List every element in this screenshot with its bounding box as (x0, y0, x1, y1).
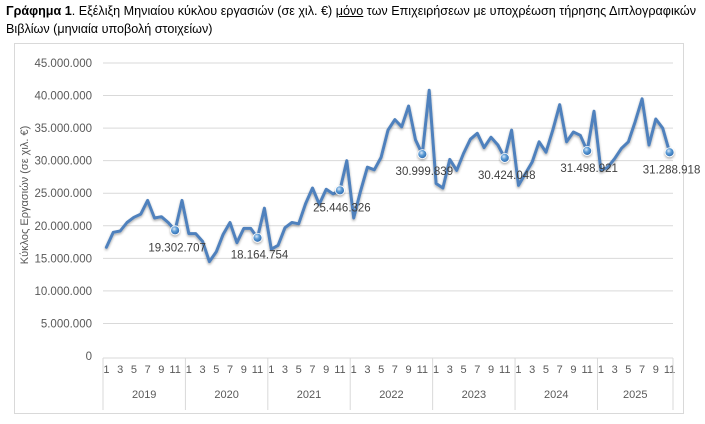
highlight-marker (582, 146, 593, 156)
month-tick-label: 9 (406, 364, 412, 376)
month-tick-label: 3 (200, 364, 206, 376)
y-tick-label: 15.000.000 (34, 253, 92, 265)
month-tick-label: 7 (392, 364, 398, 376)
series-line (104, 88, 672, 264)
month-tick-label: 11 (252, 364, 263, 376)
data-label: 30.999.839 (396, 166, 454, 178)
month-tick-label: 9 (241, 364, 247, 376)
highlight-marker (170, 225, 181, 236)
data-label: 31.288.918 (643, 164, 701, 176)
month-tick-label: 11 (169, 364, 180, 376)
y-tick-label: 40.000.000 (34, 91, 92, 103)
data-label: 31.498.921 (560, 163, 618, 175)
month-tick-label: 11 (664, 364, 675, 376)
month-tick-label: 5 (131, 364, 137, 376)
month-tick-label: 7 (639, 364, 645, 376)
caption-emphasis: μόνο (335, 4, 364, 18)
y-tick-label: 10.000.000 (34, 286, 92, 298)
highlight-marker (335, 185, 345, 196)
month-tick-label: 3 (447, 364, 453, 376)
month-tick-label: 3 (117, 364, 123, 376)
month-tick-label: 5 (296, 364, 302, 376)
month-tick-label: 9 (158, 364, 164, 376)
y-tick-label: 45.000.000 (34, 58, 92, 70)
month-tick-label: 11 (499, 364, 510, 376)
data-label: 18.164.754 (231, 250, 289, 262)
month-tick-label: 1 (186, 364, 192, 376)
month-tick-label: 3 (612, 364, 618, 376)
month-tick-label: 5 (543, 364, 549, 376)
year-label: 2020 (214, 389, 238, 401)
y-tick-label: 20.000.000 (34, 221, 92, 233)
highlight-marker (664, 147, 675, 158)
month-tick-label: 5 (625, 364, 631, 376)
month-tick-label: 11 (581, 364, 592, 376)
data-label: 25.446.326 (313, 202, 371, 214)
month-tick-label: 1 (103, 364, 109, 376)
month-tick-label: 9 (488, 364, 494, 376)
data-label: 19.302.707 (148, 242, 206, 254)
y-tick-label: 25.000.000 (34, 188, 92, 200)
month-tick-label: 1 (351, 364, 357, 376)
month-tick-label: 9 (570, 364, 576, 376)
year-label: 2024 (544, 389, 568, 401)
chart-frame (14, 43, 684, 414)
month-tick-label: 3 (282, 364, 288, 376)
y-tick-label: 5.000.000 (41, 318, 92, 330)
caption-text-1: . Εξέλιξη Μηνιαίου κύκλου εργασιών (σε χ… (71, 4, 336, 18)
month-tick-label: 11 (334, 364, 345, 376)
highlight-marker (252, 232, 263, 243)
month-tick-label: 1 (268, 364, 274, 376)
month-tick-label: 7 (474, 364, 480, 376)
month-tick-label: 5 (460, 364, 466, 376)
y-tick-label: 0 (86, 351, 92, 363)
data-label: 30.424.048 (478, 170, 536, 182)
month-tick-label: 3 (364, 364, 370, 376)
month-tick-label: 7 (557, 364, 563, 376)
month-tick-label: 5 (213, 364, 219, 376)
year-label: 2019 (132, 389, 156, 401)
caption-text-2: των Επιχειρήσεων με υποχρέωση τήρησης Δι… (6, 4, 697, 36)
y-axis-label: Κύκλος Εργασιών (σε χιλ. €) (19, 126, 31, 265)
highlight-marker (499, 153, 510, 163)
month-tick-label: 1 (598, 364, 604, 376)
month-tick-label: 9 (653, 364, 659, 376)
month-tick-label: 7 (227, 364, 233, 376)
chart-caption: Γράφημα 1. Εξέλιξη Μηνιαίου κύκλου εργασ… (6, 2, 701, 38)
month-tick-label: 9 (323, 364, 329, 376)
caption-figure-number: Γράφημα 1 (6, 4, 72, 18)
month-tick-label: 1 (515, 364, 521, 376)
month-tick-label: 7 (309, 364, 315, 376)
month-tick-label: 11 (417, 364, 428, 376)
month-tick-label: 1 (433, 364, 439, 376)
month-tick-label: 5 (378, 364, 384, 376)
month-tick-label: 3 (529, 364, 535, 376)
year-label: 2023 (462, 389, 486, 401)
year-label: 2021 (297, 389, 321, 401)
highlight-marker (417, 149, 428, 160)
year-label: 2025 (623, 389, 647, 401)
y-tick-label: 35.000.000 (34, 123, 92, 135)
year-label: 2022 (379, 389, 403, 401)
y-tick-label: 30.000.000 (34, 156, 92, 168)
month-tick-label: 7 (145, 364, 151, 376)
